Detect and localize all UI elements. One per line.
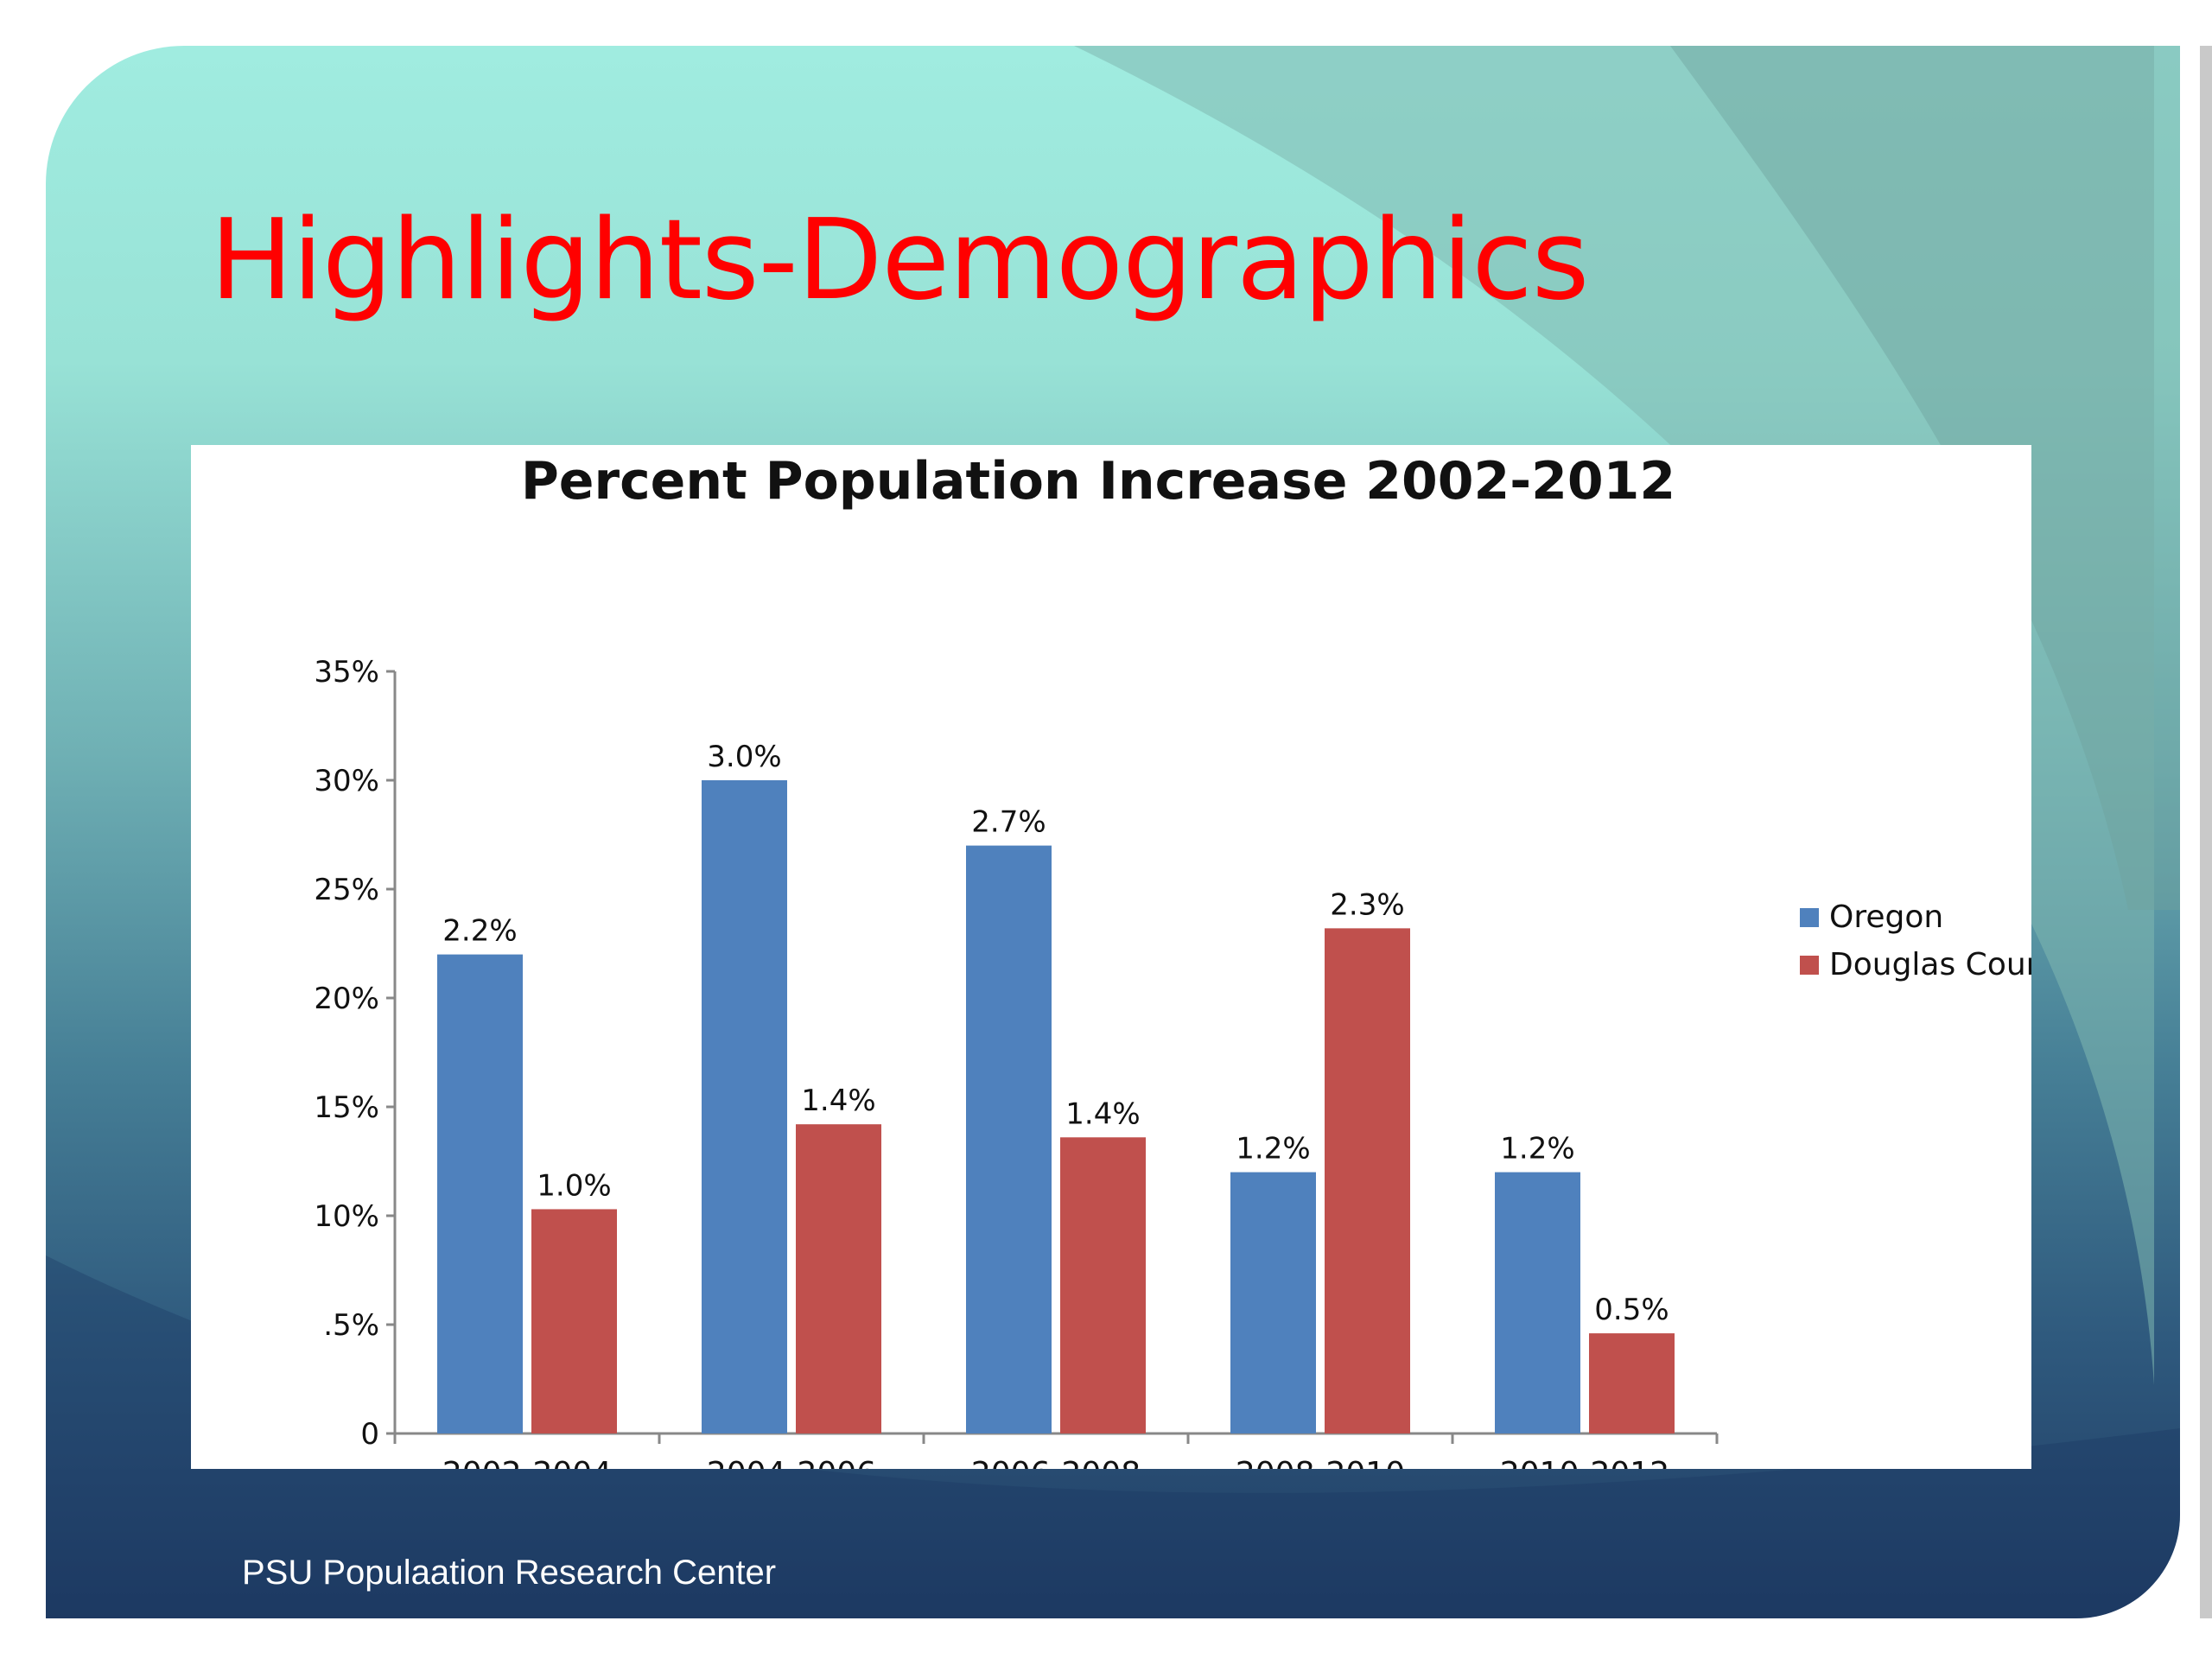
legend-label-oregon: Oregon: [1829, 899, 1943, 935]
bar-oregon-2010-2012: [1495, 1172, 1580, 1433]
legend-label-douglas-county: Douglas County: [1829, 947, 2031, 982]
bar-oregon-2008-2010: [1230, 1172, 1316, 1433]
x-tick-label: 2008-2010: [1236, 1456, 1405, 1469]
data-label: 1.2%: [1500, 1132, 1574, 1166]
data-label: 1.4%: [801, 1084, 875, 1118]
chart-panel: Percent Population Increase 2002-2012 0.5…: [191, 445, 2031, 1469]
bar-douglas-county-2006-2008: [1060, 1137, 1146, 1433]
data-label: 2.2%: [442, 914, 517, 949]
x-tick-label: 2006-2008: [971, 1456, 1141, 1469]
legend-swatch-douglas-county: [1800, 956, 1819, 975]
data-label: 3.0%: [707, 740, 781, 774]
footer-text: PSU Populaation Research Center: [242, 1554, 777, 1592]
bar-douglas-county-2008-2010: [1325, 928, 1410, 1433]
data-label: 1.4%: [1065, 1096, 1140, 1131]
slide-title: Highlights-Demographics: [210, 196, 1589, 325]
data-label: 2.7%: [971, 805, 1046, 840]
y-tick-label: 0: [360, 1417, 379, 1452]
x-tick-label: 2010-2012: [1500, 1456, 1669, 1469]
bar-douglas-county-2002-2004: [531, 1209, 617, 1433]
bar-oregon-2004-2006: [702, 780, 787, 1433]
slide-background-shapes: [46, 46, 2180, 1618]
data-label: 2.3%: [1330, 887, 1404, 922]
x-tick-label: 2002-2004: [442, 1456, 612, 1469]
y-tick-label: 30%: [314, 764, 379, 798]
y-tick-label: 20%: [314, 982, 379, 1016]
legend-swatch-oregon: [1800, 908, 1819, 927]
y-tick-label: 35%: [314, 655, 379, 690]
x-tick-label: 2004-2006: [707, 1456, 876, 1469]
slide-edge: [2200, 46, 2212, 1618]
y-tick-label: 10%: [314, 1199, 379, 1234]
bar-chart: Percent Population Increase 2002-20120.5…: [314, 451, 2031, 1469]
slide: Highlights-Demographics Percent Populati…: [46, 46, 2180, 1618]
bar-oregon-2006-2008: [966, 845, 1052, 1433]
chart-title: Percent Population Increase 2002-2012: [521, 451, 1675, 512]
bar-douglas-county-2010-2012: [1589, 1333, 1675, 1433]
y-tick-label: .5%: [323, 1308, 379, 1343]
y-tick-label: 15%: [314, 1090, 379, 1125]
data-label: 1.2%: [1236, 1132, 1310, 1166]
data-label: 0.5%: [1594, 1293, 1669, 1327]
data-label: 1.0%: [537, 1168, 611, 1203]
bar-oregon-2002-2004: [437, 954, 523, 1433]
y-tick-label: 25%: [314, 873, 379, 907]
bar-douglas-county-2004-2006: [796, 1124, 881, 1433]
